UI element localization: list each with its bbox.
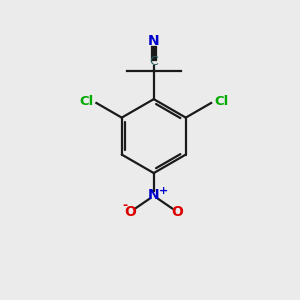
Text: +: + <box>159 186 168 196</box>
Text: N: N <box>148 188 160 202</box>
Text: C: C <box>149 55 158 68</box>
Text: O: O <box>171 205 183 219</box>
Text: Cl: Cl <box>79 95 93 108</box>
Text: N: N <box>148 34 160 48</box>
Text: -: - <box>122 199 127 212</box>
Text: O: O <box>125 205 136 219</box>
Text: Cl: Cl <box>214 95 228 108</box>
